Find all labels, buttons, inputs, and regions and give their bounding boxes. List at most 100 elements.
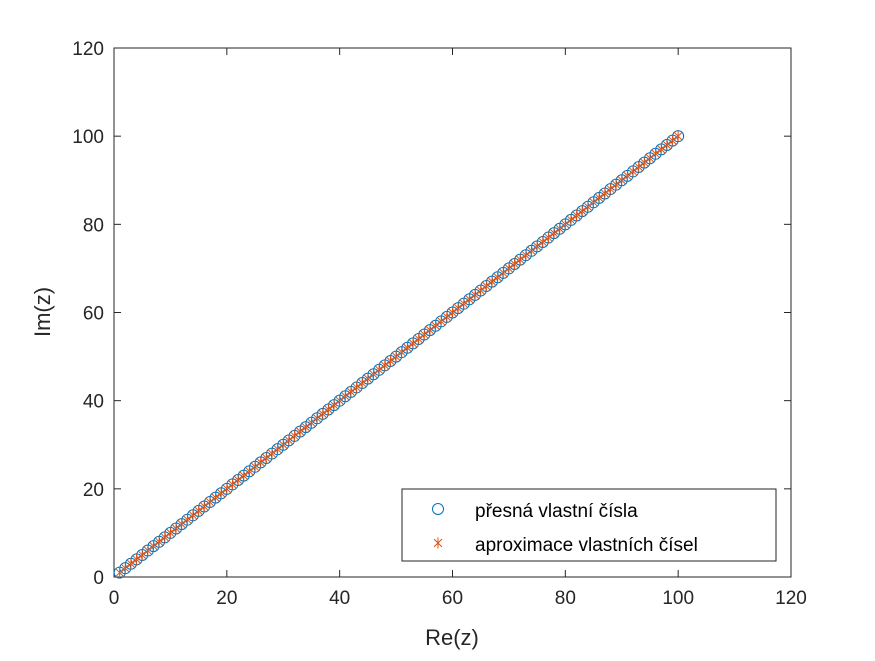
- data-point-asterisk: [476, 284, 485, 296]
- data-point-asterisk: [329, 399, 339, 411]
- data-point-asterisk: [583, 201, 593, 213]
- data-point-asterisk: [544, 232, 553, 244]
- data-point-asterisk: [566, 214, 576, 226]
- data-point-asterisk: [256, 456, 265, 468]
- data-point-asterisk: [640, 157, 649, 169]
- data-point-asterisk: [668, 135, 677, 147]
- data-point-asterisk: [194, 505, 203, 517]
- data-point-asterisk: [623, 170, 632, 182]
- data-point-asterisk: [510, 258, 519, 270]
- x-tick-label: 20: [216, 588, 237, 609]
- data-point-asterisk: [273, 443, 282, 455]
- x-tick-label: 80: [555, 588, 576, 609]
- data-point-asterisk: [594, 192, 604, 204]
- series-approximate-eigenvalues: [115, 130, 683, 579]
- y-tick-label: 20: [83, 480, 104, 501]
- data-point-asterisk: [572, 210, 581, 222]
- legend-circle-marker: [432, 503, 444, 515]
- data-point-asterisk: [656, 143, 666, 155]
- data-point-asterisk: [600, 187, 610, 199]
- data-point-asterisk: [504, 262, 514, 274]
- data-point-asterisk: [290, 430, 299, 442]
- data-point-asterisk: [188, 509, 198, 521]
- data-point-asterisk: [284, 434, 294, 446]
- legend: přesná vlastní čísla aproximace vlastníc…: [401, 488, 777, 562]
- data-point-asterisk: [357, 377, 367, 389]
- y-tick-label: 0: [93, 568, 104, 589]
- data-point-asterisk: [515, 254, 525, 266]
- data-point-asterisk: [143, 545, 153, 557]
- data-point-asterisk: [459, 298, 469, 310]
- legend-asterisk-marker: [433, 537, 443, 549]
- data-point-asterisk: [493, 271, 502, 283]
- data-point-asterisk: [645, 152, 655, 164]
- data-point-asterisk: [295, 426, 305, 438]
- data-point-asterisk: [555, 223, 564, 235]
- data-point-asterisk: [177, 518, 186, 530]
- data-point-asterisk: [301, 421, 311, 433]
- legend-label-exact: přesná vlastní čísla: [475, 501, 638, 522]
- data-point-asterisk: [352, 381, 361, 393]
- data-point-asterisk: [318, 408, 327, 420]
- data-point-asterisk: [617, 174, 626, 186]
- data-point-asterisk: [166, 527, 175, 539]
- data-point-asterisk: [673, 130, 683, 142]
- legend-label-approximate: aproximace vlastních čísel: [475, 535, 698, 556]
- data-point-asterisk: [233, 474, 243, 486]
- data-point-asterisk: [442, 311, 452, 323]
- data-point-asterisk: [374, 364, 384, 376]
- data-point-asterisk: [205, 496, 215, 508]
- data-point-asterisk: [521, 249, 531, 261]
- data-point-asterisk: [436, 315, 446, 327]
- data-point-asterisk: [211, 492, 220, 504]
- data-point-asterisk: [391, 351, 401, 363]
- x-tick-label: 100: [662, 588, 694, 609]
- axis-ticks: [113, 47, 792, 578]
- data-point-asterisk: [160, 531, 170, 543]
- data-point-asterisk: [651, 148, 660, 160]
- data-point-asterisk: [228, 478, 237, 490]
- data-point-asterisk: [341, 390, 350, 402]
- data-point-asterisk: [346, 386, 356, 398]
- data-point-asterisk: [549, 227, 559, 239]
- data-point-asterisk: [335, 395, 344, 407]
- data-point-asterisk: [628, 165, 638, 177]
- data-point-asterisk: [578, 205, 587, 217]
- data-point-asterisk: [171, 523, 181, 535]
- x-tick-label: 60: [442, 588, 463, 609]
- data-point-asterisk: [380, 359, 390, 371]
- data-point-asterisk: [245, 465, 254, 477]
- data-point-asterisk: [132, 553, 141, 565]
- data-point-asterisk: [369, 368, 378, 380]
- data-point-asterisk: [465, 293, 474, 305]
- data-point-asterisk: [200, 500, 209, 512]
- data-point-asterisk: [538, 236, 548, 248]
- data-point-asterisk: [222, 483, 232, 495]
- data-point-asterisk: [425, 324, 435, 336]
- data-point-asterisk: [431, 320, 440, 332]
- data-point-asterisk: [408, 337, 418, 349]
- data-point-asterisk: [532, 240, 542, 252]
- data-point-asterisk: [386, 355, 395, 367]
- data-point-asterisk: [267, 448, 277, 460]
- data-point-asterisk: [634, 161, 643, 173]
- data-point-asterisk: [183, 514, 192, 526]
- data-point-asterisk: [487, 276, 497, 288]
- data-point-asterisk: [262, 452, 271, 464]
- data-point-asterisk: [414, 333, 423, 345]
- data-point-asterisk: [589, 196, 598, 208]
- data-point-asterisk: [470, 289, 480, 301]
- data-point-asterisk: [279, 439, 288, 451]
- data-point-asterisk: [121, 562, 130, 574]
- data-point-asterisk: [561, 218, 570, 230]
- data-point-asterisk: [216, 487, 226, 499]
- x-tick-label: 0: [109, 588, 120, 609]
- y-tick-label: 40: [83, 392, 104, 413]
- y-tick-label: 60: [83, 304, 104, 325]
- data-point-asterisk: [250, 461, 260, 473]
- data-point-asterisk: [662, 139, 672, 151]
- data-point-asterisk: [324, 403, 333, 415]
- data-point-asterisk: [137, 549, 147, 561]
